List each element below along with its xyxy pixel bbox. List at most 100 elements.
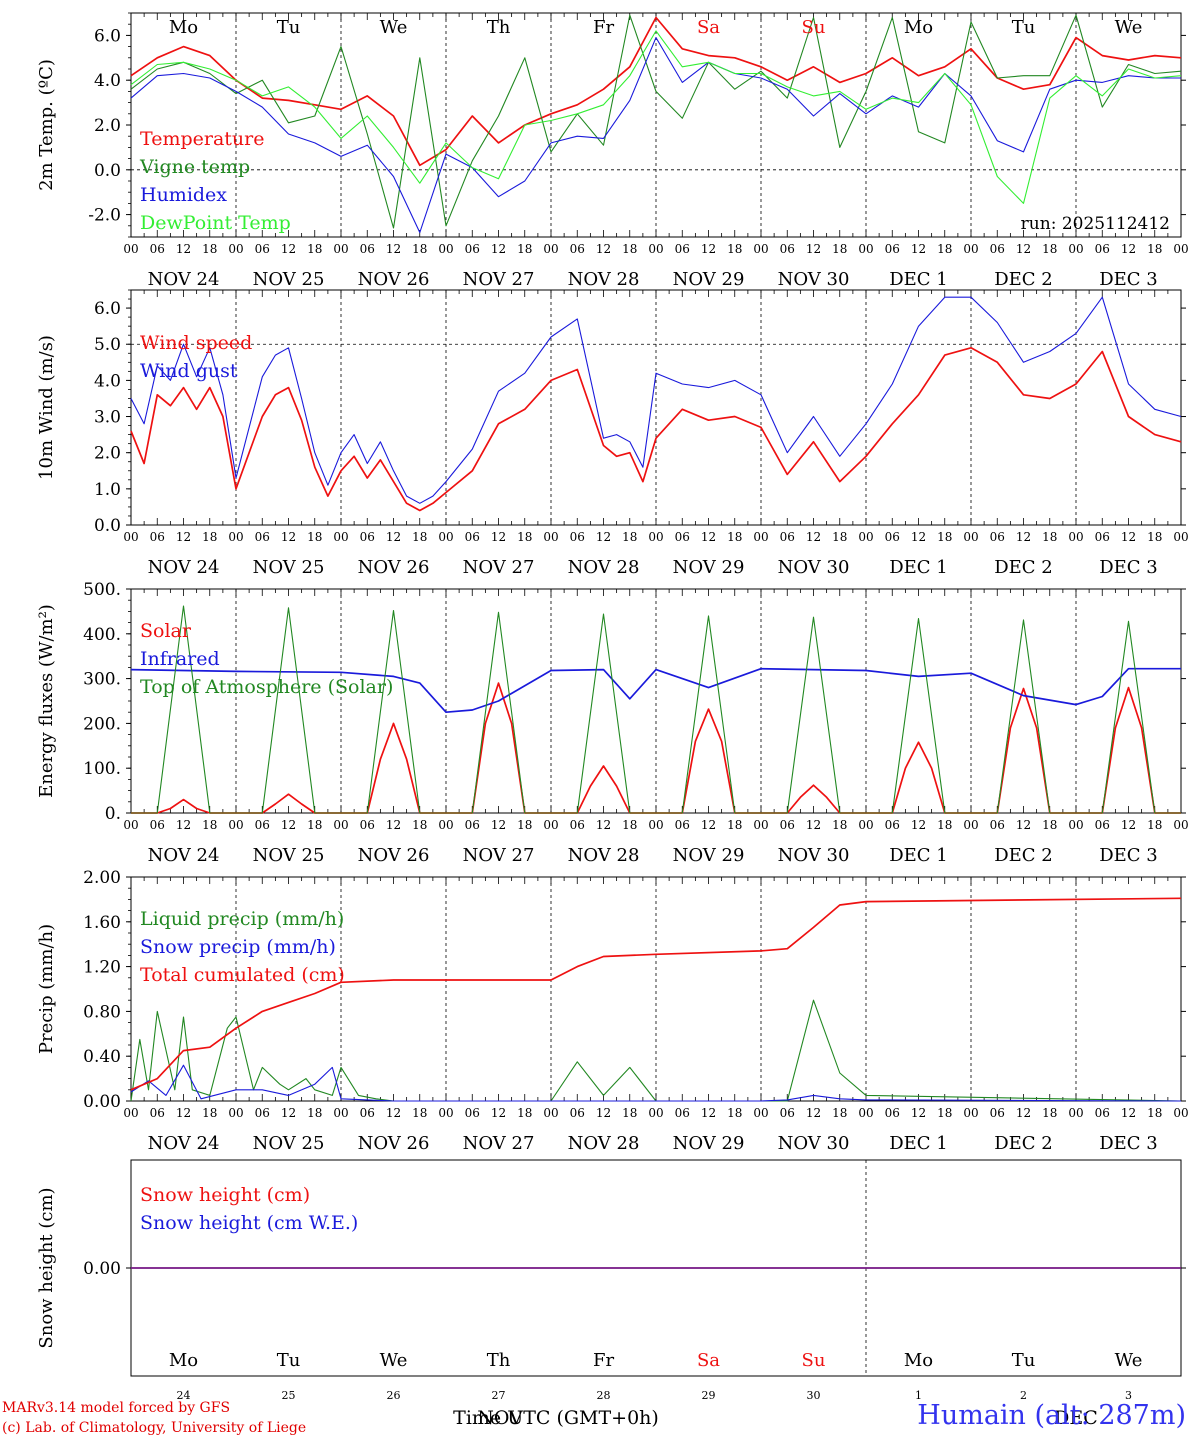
temperature-weekday-label: Sa	[697, 17, 720, 38]
energy-date-label: NOV 29	[673, 845, 745, 866]
wind-hour-label: 18	[832, 530, 847, 544]
precip-hour-label: 00	[228, 1106, 243, 1120]
energy-hour-label: 00	[438, 818, 453, 832]
precip-date-label: NOV 28	[568, 1133, 640, 1154]
snow-weekday-label: We	[1115, 1350, 1143, 1371]
wind-hour-label: 18	[412, 530, 427, 544]
energy-date-label: NOV 27	[463, 845, 535, 866]
precip-hour-label: 18	[412, 1106, 427, 1120]
snow-weekday-label: Fr	[593, 1350, 614, 1371]
energy-hour-label: 06	[990, 818, 1005, 832]
wind-date-label: NOV 30	[778, 557, 850, 578]
energy-hour-label: 18	[1147, 818, 1162, 832]
precip-date-label: NOV 30	[778, 1133, 850, 1154]
wind-hour-label: 18	[517, 530, 532, 544]
temperature-hour-label: 18	[202, 242, 217, 256]
temperature-hour-label: 06	[360, 242, 375, 256]
precip-hour-label: 18	[727, 1106, 742, 1120]
temperature-hour-label: 12	[1016, 242, 1031, 256]
snow-day-number: 2	[1020, 1389, 1027, 1402]
precip-hour-label: 18	[832, 1106, 847, 1120]
temperature-date-label: NOV 29	[673, 269, 745, 290]
temperature-date-label: DEC 1	[889, 269, 948, 290]
temperature-weekday-label: Fr	[593, 17, 614, 38]
precip-hour-label: 12	[491, 1106, 506, 1120]
energy-hour-label: 18	[517, 818, 532, 832]
precip-hour-label: 06	[465, 1106, 480, 1120]
precip-hour-label: 12	[386, 1106, 401, 1120]
precip-hour-label: 12	[1121, 1106, 1136, 1120]
temperature-ylabel: 2m Temp. (ºC)	[36, 59, 57, 191]
precip-hour-label: 12	[701, 1106, 716, 1120]
energy-legend-2: Top of Atmosphere (Solar)	[140, 676, 393, 698]
temperature-hour-label: 12	[1121, 242, 1136, 256]
temperature-hour-label: 18	[1042, 242, 1057, 256]
precip-hour-label: 18	[1042, 1106, 1057, 1120]
precip-hour-label: 00	[648, 1106, 663, 1120]
snow-day-number: 25	[282, 1389, 296, 1402]
energy-hour-label: 00	[333, 818, 348, 832]
temperature-weekday-label: Mo	[904, 17, 933, 38]
snow-day-number: 27	[492, 1389, 506, 1402]
energy-date-label: NOV 25	[253, 845, 325, 866]
energy-hour-label: 00	[1068, 818, 1083, 832]
temperature-hour-label: 06	[150, 242, 165, 256]
precip-ytick-label: 1.20	[83, 958, 121, 978]
wind-hour-label: 00	[438, 530, 453, 544]
snow-weekday-label: We	[380, 1350, 408, 1371]
temperature-series-temperature	[130, 16, 1182, 167]
energy-hour-label: 00	[1173, 818, 1188, 832]
precip-hour-label: 12	[911, 1106, 926, 1120]
temperature-date-label: NOV 24	[148, 269, 220, 290]
energy-hour-label: 06	[675, 818, 690, 832]
month-label-dec: DEC	[1054, 1407, 1098, 1429]
temperature-ytick-label: 2.0	[94, 116, 121, 136]
wind-ytick-label: 0.0	[94, 516, 121, 536]
wind-hour-label: 18	[202, 530, 217, 544]
snow-weekday-label: Mo	[169, 1350, 198, 1371]
temperature-ytick-label: 6.0	[94, 26, 121, 46]
wind-hour-label: 12	[1121, 530, 1136, 544]
wind-hour-label: 00	[753, 530, 768, 544]
energy-legend-1: Infrared	[140, 648, 220, 670]
energy-hour-label: 12	[176, 818, 191, 832]
precip-hour-label: 00	[963, 1106, 978, 1120]
wind-series-wind-speed	[130, 346, 1182, 512]
energy-hour-label: 18	[1042, 818, 1057, 832]
temperature-hour-label: 18	[727, 242, 742, 256]
wind-date-label: NOV 25	[253, 557, 325, 578]
precip-legend-1: Snow precip (mm/h)	[140, 936, 336, 958]
precip-date-label: NOV 29	[673, 1133, 745, 1154]
energy-hour-label: 06	[780, 818, 795, 832]
wind-hour-label: 06	[885, 530, 900, 544]
snow-weekday-label: Mo	[904, 1350, 933, 1371]
temperature-hour-label: 00	[648, 242, 663, 256]
precip-hour-label: 12	[596, 1106, 611, 1120]
temperature-hour-label: 18	[412, 242, 427, 256]
energy-hour-label: 12	[1016, 818, 1031, 832]
snow-weekday-label: Tu	[277, 1350, 301, 1371]
energy-hour-label: 06	[150, 818, 165, 832]
precip-ytick-label: 0.00	[83, 1092, 121, 1112]
energy-date-label: DEC 2	[994, 845, 1053, 866]
wind-date-label: NOV 29	[673, 557, 745, 578]
temperature-weekday-label: We	[380, 17, 408, 38]
energy-hour-label: 18	[412, 818, 427, 832]
energy-series-top-of-atmosphere-solar-	[131, 605, 1181, 814]
snow-day-number: 28	[597, 1389, 611, 1402]
energy-date-label: DEC 3	[1099, 845, 1158, 866]
precip-date-label: DEC 3	[1099, 1133, 1158, 1154]
energy-hour-label: 00	[228, 818, 243, 832]
energy-hour-label: 00	[123, 818, 138, 832]
energy-hour-label: 12	[386, 818, 401, 832]
precip-ylabel: Precip (mm/h)	[36, 924, 57, 1054]
temperature-hour-label: 00	[543, 242, 558, 256]
snow-weekday-label: Sa	[697, 1350, 720, 1371]
temperature-hour-label: 12	[281, 242, 296, 256]
precip-hour-label: 18	[202, 1106, 217, 1120]
wind-ytick-label: 2.0	[94, 444, 121, 464]
energy-hour-label: 06	[360, 818, 375, 832]
energy-ytick-label: 0.	[105, 804, 121, 824]
precip-ytick-label: 2.00	[83, 868, 121, 888]
wind-hour-label: 18	[937, 530, 952, 544]
